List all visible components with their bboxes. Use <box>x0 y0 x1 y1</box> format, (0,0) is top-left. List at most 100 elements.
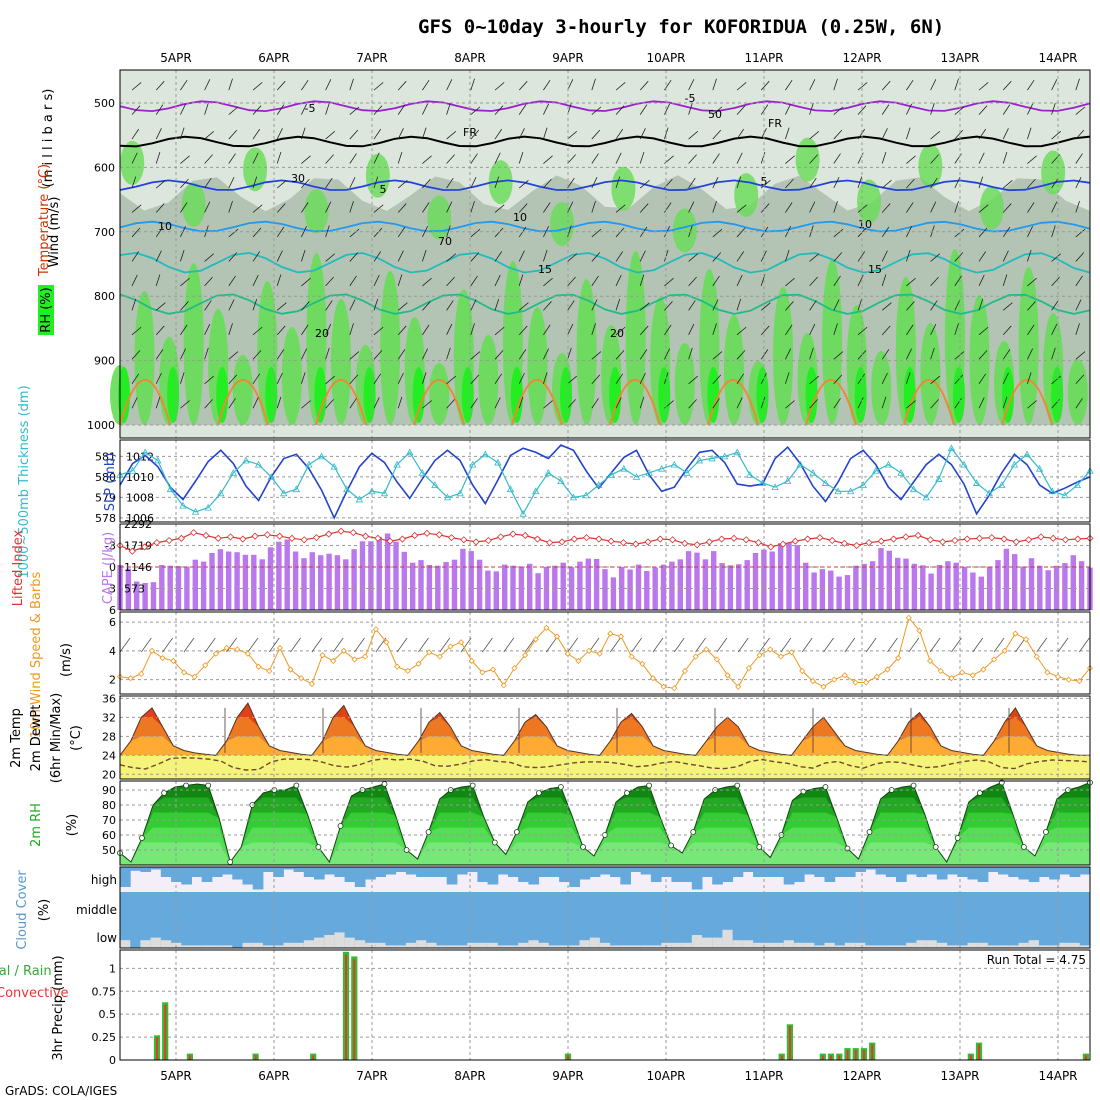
rh2m-marker <box>624 790 630 796</box>
wind-barb <box>446 154 455 164</box>
cloud-low-base <box>518 922 529 948</box>
wind10m-marker <box>617 633 625 640</box>
wind-barb <box>954 275 962 287</box>
wind-barb <box>978 350 988 360</box>
rh-saturated-plume <box>363 367 376 423</box>
cape-bar <box>150 582 157 610</box>
wind10m-panel: 246 <box>109 611 1094 695</box>
contour-label: 70 <box>438 235 452 248</box>
cloud-middle-bar <box>855 892 866 922</box>
li-marker <box>214 534 222 542</box>
cloud-low-base <box>395 922 407 948</box>
wind-barb <box>446 79 453 91</box>
wind-barb <box>954 200 959 213</box>
wind-barb <box>712 153 720 164</box>
wind10m-barb <box>759 637 770 653</box>
t2m-tick: 36 <box>102 692 116 705</box>
cloud-middle-bar <box>977 892 989 922</box>
isotherm-line <box>119 179 1091 192</box>
cloud-middle-bar <box>671 892 683 922</box>
wind-barb <box>325 323 332 336</box>
wind-barb <box>131 251 140 262</box>
cape-bar <box>619 566 625 610</box>
wind-barb <box>518 203 528 213</box>
cloud-middle-bar <box>232 892 243 922</box>
cape-bar <box>719 563 725 610</box>
wind-barb <box>785 79 793 91</box>
wind-barb <box>930 323 937 336</box>
cloud-high-bar <box>896 867 907 882</box>
rh2m-marker <box>976 790 983 796</box>
cloud-low-bar <box>150 937 162 948</box>
cloud-high-bar <box>497 867 509 875</box>
thickness-marker <box>506 485 515 493</box>
cloud-low-base <box>967 922 979 948</box>
wind10m-marker <box>127 675 134 682</box>
cloud-low-bar <box>712 937 723 948</box>
rh-legend-swatch <box>38 285 54 335</box>
cloud-middle-bar <box>456 892 468 922</box>
cloud-high-bar <box>559 867 570 882</box>
wind-barb <box>252 373 261 385</box>
li-marker <box>263 531 271 539</box>
cape-bar <box>292 551 299 610</box>
rh-moist-plume <box>380 271 401 425</box>
cloud-high-bar <box>967 867 979 880</box>
cloud-low-base <box>1049 922 1060 948</box>
wind-barb <box>422 155 432 164</box>
wind-barb <box>736 82 747 91</box>
wind-barb <box>857 251 866 262</box>
wind-barb <box>639 302 650 311</box>
thickness-marker <box>418 468 427 476</box>
wind-barb <box>833 299 840 311</box>
rh-mid-moist <box>1041 150 1066 195</box>
wind-barb <box>204 323 211 336</box>
wind-barb <box>228 228 239 238</box>
wind-barb <box>373 397 380 409</box>
wind-barb <box>422 178 431 189</box>
thickness-marker <box>582 491 590 499</box>
cloud-high-bar <box>681 867 693 882</box>
li-marker <box>951 536 959 545</box>
wind-barb <box>906 155 916 164</box>
wind-barb <box>1002 396 1008 409</box>
cloud-low-bar <box>1028 940 1040 948</box>
cloud-low-base <box>497 922 509 948</box>
wind10m-marker <box>138 670 145 677</box>
wind-barb <box>373 227 383 238</box>
isotherm-surface <box>511 378 563 426</box>
cape-bar <box>853 565 859 610</box>
thickness-marker <box>1010 460 1019 468</box>
cape-bar <box>309 552 315 610</box>
wind-barb <box>615 227 625 238</box>
wind10m-marker <box>1065 676 1072 683</box>
cloud-low-base <box>140 922 152 948</box>
wind-barb <box>180 348 187 360</box>
thickness-marker <box>1073 481 1082 488</box>
wind-barb <box>494 298 500 311</box>
wind-barb <box>639 325 649 336</box>
wind-barb <box>1051 323 1058 336</box>
cloud-low-base <box>998 922 1009 948</box>
wind-barb <box>930 300 938 311</box>
wind-barb <box>325 347 330 360</box>
wind-barb <box>204 375 215 385</box>
li-marker <box>374 534 382 542</box>
wind10m-marker <box>319 652 326 659</box>
wind10m-barb <box>439 637 451 653</box>
thickness-marker <box>733 448 741 456</box>
isotherm-line <box>119 135 1091 148</box>
wind-barb <box>276 179 287 189</box>
wind-barb <box>978 82 989 91</box>
cloud-middle-bar <box>844 892 856 922</box>
wind-barb <box>930 375 941 385</box>
li-marker <box>828 536 836 545</box>
cape-bar <box>301 558 307 610</box>
wind10m-marker <box>628 653 635 660</box>
cloud-high-bar <box>426 867 437 877</box>
wind-barb <box>785 249 790 262</box>
thickness-marker <box>821 479 830 486</box>
minmax-label: (6hr Min/Max) <box>49 693 64 783</box>
cape-bar <box>159 565 165 610</box>
wind-barb <box>881 226 890 238</box>
